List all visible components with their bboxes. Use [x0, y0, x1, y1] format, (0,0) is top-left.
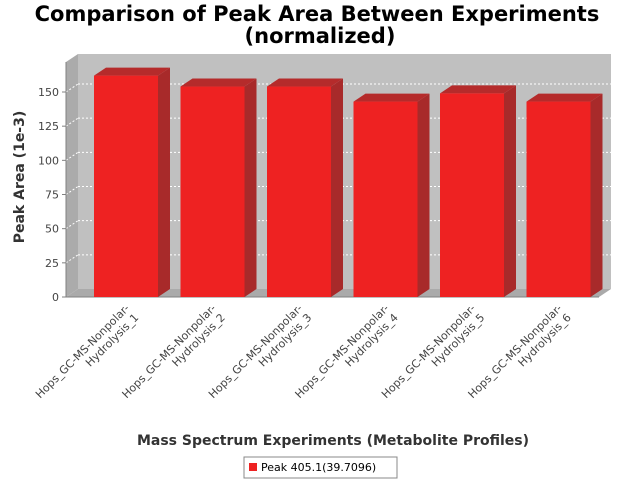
y-tick-label: 75	[45, 189, 59, 202]
legend-label: Peak 405.1(39.7096)	[261, 461, 376, 474]
x-category-label-line: Hops_GC-MS-Nonpolar-	[33, 302, 132, 401]
bar-side	[244, 78, 257, 298]
bar	[526, 93, 603, 297]
grid-line-depth	[65, 151, 79, 161]
x-axis-title: Mass Spectrum Experiments (Metabolite Pr…	[137, 433, 529, 449]
bar-front	[440, 93, 504, 297]
legend-box	[243, 456, 398, 479]
y-axis-title: Peak Area (1e-3)	[12, 111, 28, 244]
chart-title-line-1: Comparison of Peak Area Between Experime…	[35, 2, 600, 26]
plot-area: 0 25 50 75 100 125 150	[38, 54, 611, 304]
bar	[94, 67, 170, 297]
bar-front	[526, 101, 591, 297]
bars	[94, 67, 603, 298]
bar-side	[158, 67, 170, 297]
y-tick-label: 25	[45, 257, 59, 270]
grid-line-depth	[65, 254, 79, 264]
bar-top	[353, 93, 430, 102]
bar-side	[590, 93, 603, 297]
bar-front	[267, 86, 331, 298]
x-axis-categories: Hops_GC-MS-Nonpolar-Hydrolysis_1Hops_GC-…	[33, 302, 574, 401]
bar-front	[94, 75, 158, 297]
bar	[353, 93, 430, 297]
plot-left-wall	[66, 54, 78, 297]
legend: Peak 405.1(39.7096)	[243, 456, 398, 479]
bar	[180, 78, 257, 298]
bar	[440, 85, 516, 297]
y-tick-label: 125	[38, 120, 59, 133]
bar-side	[504, 85, 516, 297]
bar-top	[94, 67, 170, 76]
bar-front	[180, 86, 245, 298]
y-tick-label: 50	[45, 223, 59, 236]
bar-front	[353, 101, 418, 297]
chart-title-line-2: (normalized)	[245, 24, 396, 48]
grid-line-depth	[65, 220, 79, 230]
bar-top	[526, 93, 603, 102]
y-axis-ticks: 0 25 50 75 100 125 150	[38, 86, 66, 304]
bar	[267, 78, 343, 298]
grid-line-depth	[65, 186, 79, 195]
bar-side	[331, 78, 343, 298]
y-tick-label: 100	[38, 154, 59, 167]
bar-side	[417, 93, 430, 297]
bar-top	[267, 78, 343, 87]
bar-top	[180, 78, 257, 87]
y-tick-label: 0	[52, 291, 59, 304]
bar-top	[440, 85, 516, 94]
grid-line-depth	[65, 117, 79, 127]
y-tick-label: 150	[38, 86, 59, 99]
legend-swatch	[249, 463, 257, 471]
grid-line-depth	[65, 83, 79, 93]
